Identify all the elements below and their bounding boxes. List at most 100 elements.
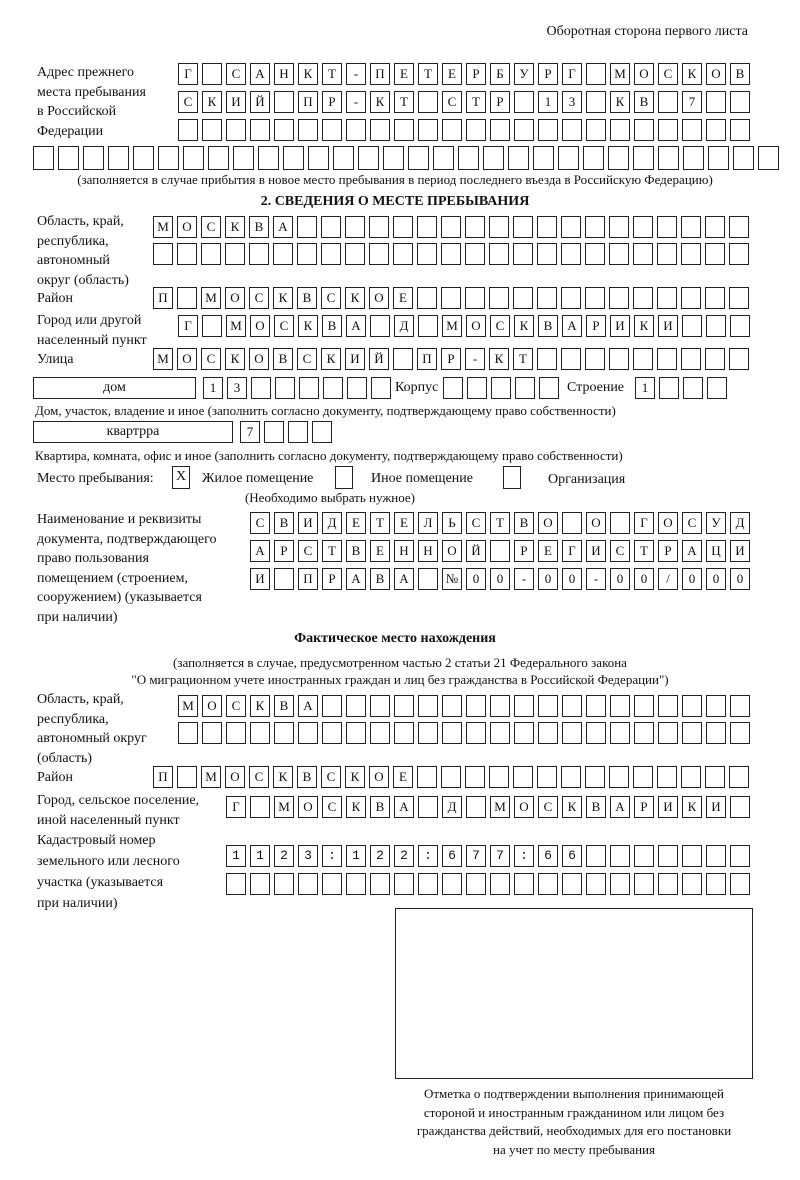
char-cell[interactable] bbox=[610, 512, 630, 534]
char-cell[interactable] bbox=[298, 722, 318, 744]
char-cell[interactable]: В bbox=[586, 796, 606, 818]
char-cell[interactable] bbox=[585, 216, 605, 238]
char-cell[interactable]: Р bbox=[322, 91, 342, 113]
char-cell[interactable] bbox=[33, 146, 54, 170]
char-cell[interactable]: А bbox=[298, 695, 318, 717]
char-cell[interactable] bbox=[490, 845, 510, 867]
char-cell[interactable]: В bbox=[297, 287, 317, 309]
char-cell[interactable] bbox=[465, 766, 485, 788]
char-cell[interactable] bbox=[508, 146, 529, 170]
char-cell[interactable] bbox=[322, 845, 342, 867]
building-cells[interactable]: 1 bbox=[635, 377, 731, 399]
char-cell[interactable] bbox=[274, 873, 294, 895]
char-cell[interactable]: К bbox=[682, 796, 702, 818]
char-cell[interactable] bbox=[202, 119, 222, 141]
char-cell[interactable] bbox=[658, 119, 678, 141]
char-cell[interactable] bbox=[201, 243, 221, 265]
char-cell[interactable] bbox=[208, 146, 229, 170]
char-cell[interactable]: 0 bbox=[538, 568, 558, 590]
char-cell[interactable] bbox=[561, 216, 581, 238]
char-cell[interactable]: 1 bbox=[538, 91, 558, 113]
char-cell[interactable] bbox=[706, 695, 726, 717]
char-cell[interactable] bbox=[730, 695, 750, 717]
char-cell[interactable]: Р bbox=[322, 568, 342, 590]
char-cell[interactable]: Й bbox=[369, 348, 389, 370]
char-cell[interactable] bbox=[250, 796, 270, 818]
char-cell[interactable] bbox=[322, 873, 342, 895]
char-cell[interactable] bbox=[443, 377, 463, 399]
char-cell[interactable]: О bbox=[369, 766, 389, 788]
char-cell[interactable]: Г bbox=[634, 512, 654, 534]
char-cell[interactable] bbox=[538, 873, 558, 895]
char-cell[interactable] bbox=[417, 243, 437, 265]
char-cell[interactable]: М bbox=[490, 796, 510, 818]
char-cell[interactable] bbox=[729, 348, 749, 370]
char-cell[interactable] bbox=[561, 348, 581, 370]
char-cell[interactable] bbox=[585, 287, 605, 309]
char-cell[interactable]: К bbox=[298, 315, 318, 337]
char-cell[interactable] bbox=[250, 722, 270, 744]
char-cell[interactable]: - bbox=[346, 91, 366, 113]
char-cell[interactable]: 1 bbox=[635, 377, 655, 399]
char-cell[interactable] bbox=[730, 91, 750, 113]
char-cell[interactable] bbox=[393, 243, 413, 265]
char-cell[interactable] bbox=[465, 216, 485, 238]
char-cell[interactable]: У bbox=[514, 63, 534, 85]
char-cell[interactable]: 0 bbox=[634, 568, 654, 590]
char-cell[interactable] bbox=[729, 216, 749, 238]
char-cell[interactable] bbox=[490, 119, 510, 141]
char-cell[interactable] bbox=[657, 216, 677, 238]
char-cell[interactable] bbox=[371, 377, 391, 399]
char-cell[interactable] bbox=[226, 722, 246, 744]
char-cell[interactable]: Д bbox=[730, 512, 750, 534]
char-cell[interactable] bbox=[322, 722, 342, 744]
char-cell[interactable]: О bbox=[177, 348, 197, 370]
char-cell[interactable] bbox=[251, 377, 271, 399]
char-cell[interactable]: У bbox=[706, 512, 726, 534]
char-cell[interactable]: С bbox=[249, 766, 269, 788]
char-cell[interactable] bbox=[418, 722, 438, 744]
char-cell[interactable] bbox=[681, 348, 701, 370]
char-cell[interactable]: 0 bbox=[490, 568, 510, 590]
char-cell[interactable]: В bbox=[274, 512, 294, 534]
char-cell[interactable]: И bbox=[298, 512, 318, 534]
char-cell[interactable] bbox=[586, 873, 606, 895]
char-cell[interactable] bbox=[586, 845, 606, 867]
char-cell[interactable] bbox=[394, 873, 414, 895]
char-cell[interactable]: А bbox=[273, 216, 293, 238]
char-cell[interactable]: - bbox=[346, 63, 366, 85]
char-cell[interactable]: К bbox=[273, 766, 293, 788]
char-cell[interactable]: Т bbox=[466, 91, 486, 113]
char-cell[interactable]: В bbox=[634, 91, 654, 113]
char-cell[interactable] bbox=[393, 348, 413, 370]
char-cell[interactable] bbox=[538, 695, 558, 717]
char-cell[interactable] bbox=[264, 421, 284, 443]
char-cell[interactable] bbox=[298, 119, 318, 141]
char-cell[interactable] bbox=[657, 348, 677, 370]
char-cell[interactable] bbox=[558, 146, 579, 170]
char-cell[interactable]: Р bbox=[634, 796, 654, 818]
char-cell[interactable] bbox=[250, 845, 270, 867]
char-cell[interactable] bbox=[586, 63, 606, 85]
char-cell[interactable]: Е bbox=[346, 512, 366, 534]
char-cell[interactable] bbox=[178, 722, 198, 744]
char-cell[interactable] bbox=[537, 348, 557, 370]
char-cell[interactable] bbox=[682, 845, 702, 867]
char-cell[interactable]: Г bbox=[562, 540, 582, 562]
char-cell[interactable]: П bbox=[153, 766, 173, 788]
char-cell[interactable] bbox=[466, 873, 486, 895]
char-cell[interactable] bbox=[347, 377, 367, 399]
char-cell[interactable] bbox=[394, 119, 414, 141]
char-cell[interactable] bbox=[442, 845, 462, 867]
char-cell[interactable]: Т bbox=[370, 512, 390, 534]
char-cell[interactable] bbox=[609, 348, 629, 370]
char-cell[interactable]: И bbox=[610, 315, 630, 337]
char-cell[interactable]: С bbox=[297, 348, 317, 370]
char-cell[interactable]: Е bbox=[538, 540, 558, 562]
char-cell[interactable] bbox=[514, 91, 534, 113]
char-cell[interactable] bbox=[489, 216, 509, 238]
char-cell[interactable]: А bbox=[682, 540, 702, 562]
char-cell[interactable] bbox=[706, 722, 726, 744]
